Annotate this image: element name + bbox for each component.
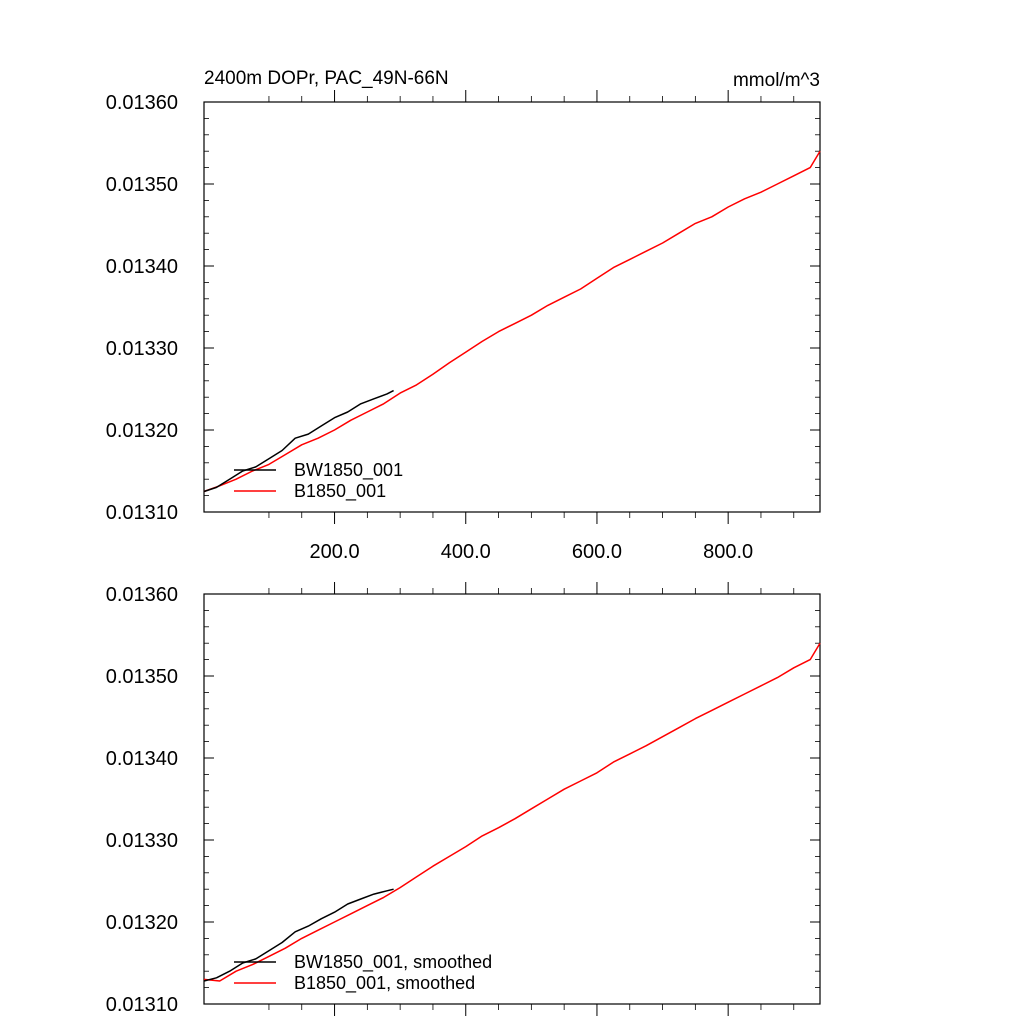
y-tick-label: 0.01320 — [106, 420, 178, 442]
y-tick-label: 0.01360 — [106, 92, 178, 114]
legend-label: B1850_001, smoothed — [294, 973, 475, 994]
x-tick-label: 400.0 — [441, 541, 491, 563]
units-label: mmol/m^3 — [733, 70, 820, 91]
series-line-0 — [203, 389, 394, 493]
y-tick-label: 0.01320 — [106, 912, 178, 934]
y-tick-label: 0.01330 — [106, 338, 178, 360]
top-panel: 0.01310 0.01320 0.01330 0.01340 0.01350 0.013… — [106, 90, 821, 563]
series-line-1 — [203, 642, 821, 982]
y-tick-label: 0.01310 — [106, 502, 178, 524]
x-tick-label: 800.0 — [703, 541, 753, 563]
y-tick-label: 0.01340 — [106, 256, 178, 278]
legend-label: B1850_001 — [294, 481, 386, 502]
legend-label: BW1850_001 — [294, 460, 403, 481]
bottom-panel: 0.01310 0.01320 0.01330 0.01340 0.01350 0.013… — [106, 582, 821, 1016]
plot-frame — [203, 593, 821, 1005]
x-tick-label: 600.0 — [572, 541, 622, 563]
series-line-1 — [203, 150, 821, 493]
y-tick-label: 0.01340 — [106, 748, 178, 770]
series-line-0 — [203, 888, 394, 982]
y-tick-label: 0.01350 — [106, 174, 178, 196]
legend-label: BW1850_001, smoothed — [294, 952, 492, 973]
y-tick-label: 0.01330 — [106, 830, 178, 852]
x-tick-label: 200.0 — [310, 541, 360, 563]
chart-title: 2400m DOPr, PAC_49N-66N — [204, 68, 449, 89]
y-tick-label: 0.01360 — [106, 584, 178, 606]
plot-frame — [203, 101, 821, 513]
y-tick-label: 0.01310 — [106, 994, 178, 1016]
y-tick-label: 0.01350 — [106, 666, 178, 688]
